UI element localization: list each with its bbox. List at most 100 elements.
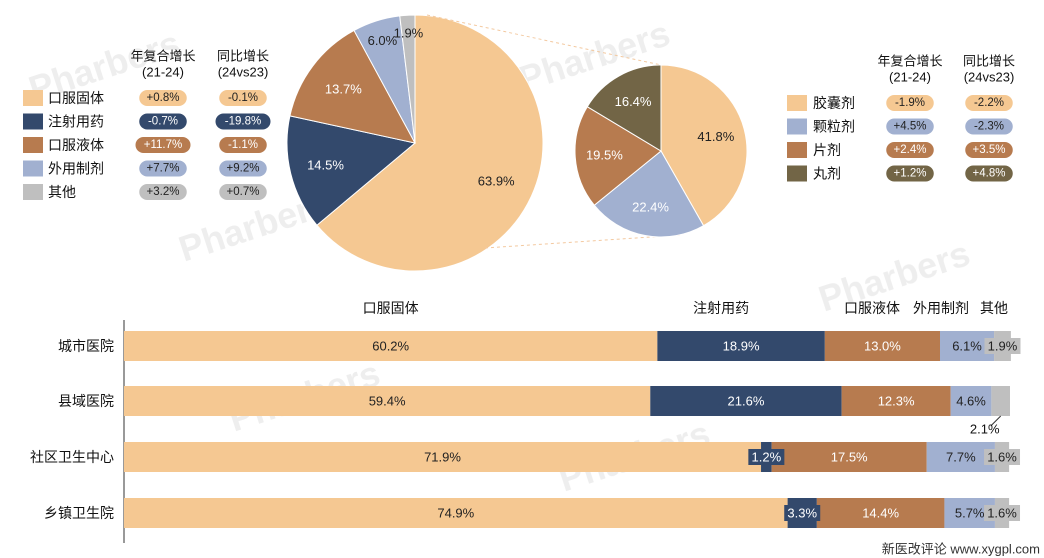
left-pill (219, 137, 267, 153)
bar-series-header: 外用制剂 (913, 300, 969, 316)
left-swatch (23, 113, 43, 130)
bar-label-box (984, 338, 1021, 354)
bar-value-label: 3.3% (787, 506, 817, 521)
bar-value-label: 6.1% (952, 339, 982, 354)
left-header-cagr: 年复合增长 (130, 49, 195, 64)
right-pill-value: -2.2% (974, 97, 1004, 109)
right-swatch (787, 118, 807, 135)
pie-sub-slice (586, 64, 662, 152)
left-header-yoy-period: (24vs23) (218, 65, 269, 80)
left-header-yoy: 同比增长 (217, 49, 269, 64)
left-item-label: 其他 (48, 184, 76, 200)
bar-value-label: 7.7% (946, 450, 976, 465)
bar-value-label: 5.7% (955, 506, 985, 521)
bar-segment (657, 331, 825, 361)
pie-sub-label: 41.8% (697, 129, 734, 144)
bar-label-box (748, 449, 785, 465)
right-swatch (787, 142, 807, 158)
bar-value-label: 17.5% (831, 450, 868, 465)
bar-value-label: 2.1% (970, 422, 1000, 437)
right-header-cagr-period: (21-24) (889, 70, 931, 85)
left-pill (219, 184, 267, 200)
bar-category-label: 乡镇卫生院 (44, 505, 114, 521)
pie-connectors (426, 14, 682, 249)
pie-main-slice (286, 115, 417, 226)
right-swatch (787, 165, 807, 182)
footer-credit: 新医改评论 www.xygpl.com (882, 542, 1040, 557)
footer: 新医改评论 www.xygpl.com (862, 540, 1044, 558)
bar-leader-line (990, 415, 1002, 427)
bar-segment (841, 386, 951, 416)
left-item-label: 注射用药 (48, 114, 104, 130)
pie-main-label: 13.7% (325, 82, 362, 97)
right-pill (886, 118, 934, 135)
right-pill (965, 118, 1013, 135)
bar-segment (124, 331, 658, 361)
bar-value-label: 18.9% (723, 339, 760, 354)
bar-value-label: 13.0% (864, 339, 901, 354)
right-item-label: 胶囊剂 (813, 95, 855, 111)
left-swatch (23, 90, 43, 106)
left-pill-value: -0.1% (228, 92, 258, 104)
left-header-cagr-period: (21-24) (142, 65, 184, 80)
left-swatch (23, 137, 43, 153)
left-pill (215, 113, 271, 130)
bar-value-label: 12.3% (878, 394, 915, 409)
bar-value-label: 21.6% (728, 394, 765, 409)
left-pill (135, 137, 191, 153)
pie-sub: 41.8% 22.4% 19.5% 16.4% (574, 64, 748, 238)
right-legend: 年复合增长(21-24) 同比增长(24vs23) 胶囊剂 -1.9% -2.2% 颗粒剂… (787, 54, 1015, 182)
right-header-yoy: 同比增长 (963, 54, 1015, 69)
right-pill (886, 165, 934, 182)
bar-value-label: 1.6% (987, 450, 1017, 465)
bar-value-label: 74.9% (437, 506, 474, 521)
right-swatch (787, 95, 807, 111)
left-pill-value: -19.8% (225, 116, 261, 128)
bar-segment (824, 331, 941, 361)
pie-sub-label: 16.4% (615, 94, 652, 109)
left-item-label: 口服液体 (48, 137, 104, 153)
pie-sub-slice (593, 150, 705, 238)
pie-main-slice (316, 14, 544, 272)
left-pill-value: +9.2% (227, 163, 260, 175)
pie-sub-label: 22.4% (632, 199, 669, 214)
pie-main-label: 63.9% (478, 173, 515, 188)
left-pill-value: +7.7% (147, 163, 180, 175)
bar-segment (926, 442, 995, 472)
bar-series-header: 口服液体 (844, 300, 900, 316)
left-pill (139, 113, 187, 130)
bar-segment (991, 386, 1010, 416)
left-legend: 年复合增长(21-24) 同比增长(24vs23) 口服固体 +0.8% -0.1% 注射… (23, 49, 271, 200)
right-pill (886, 142, 934, 158)
right-pill (965, 95, 1013, 111)
left-pill-value: +11.7% (144, 139, 182, 151)
right-pill (965, 142, 1013, 158)
bar-label-box (784, 505, 821, 521)
right-item-label: 颗粒剂 (813, 119, 855, 135)
right-pill (965, 165, 1013, 182)
left-pill (219, 90, 267, 106)
left-pill (139, 90, 187, 106)
pie-sub-label: 19.5% (586, 148, 623, 163)
bar-segment (124, 386, 651, 416)
left-pill-value: -1.1% (228, 139, 258, 151)
left-pill (139, 184, 187, 200)
left-swatch (23, 160, 43, 177)
bar-series-header: 注射用药 (693, 300, 749, 316)
right-item-label: 丸剂 (813, 166, 841, 182)
bar-segment (650, 386, 842, 416)
bar-series-header: 其他 (980, 300, 1008, 316)
right-pill-value: +4.5% (894, 121, 927, 133)
pie-sub-slice (660, 64, 748, 227)
bar-value-label: 14.4% (862, 506, 899, 521)
bar-segment (950, 386, 992, 416)
right-item-label: 片剂 (813, 142, 841, 158)
left-pill (219, 160, 267, 177)
bar-label-box (984, 505, 1021, 521)
bar-value-label: 1.6% (987, 506, 1017, 521)
bar-label-box (984, 449, 1021, 465)
right-pill-value: -2.3% (974, 121, 1004, 133)
right-header-cagr: 年复合增长 (877, 54, 942, 69)
pie-main-slice (289, 29, 416, 144)
pie-main-label: 14.5% (307, 158, 344, 173)
